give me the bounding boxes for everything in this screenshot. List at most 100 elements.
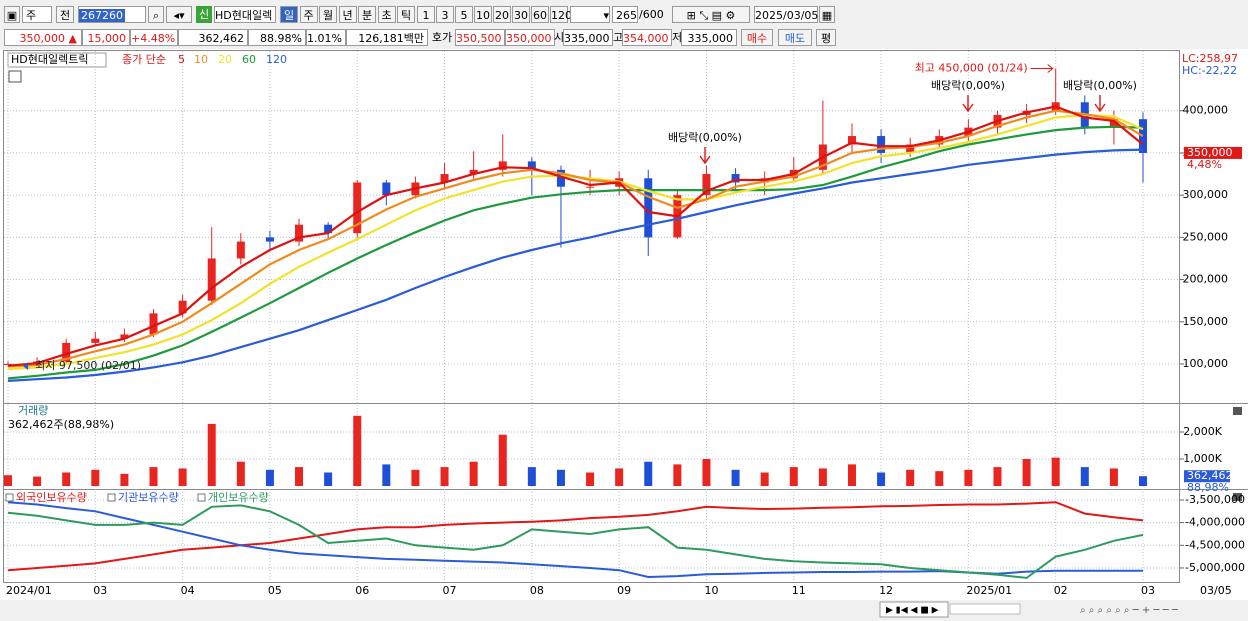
period-button[interactable]: 30 <box>512 6 530 23</box>
candle-body <box>236 241 245 259</box>
candle-body <box>877 136 886 153</box>
scroll-buttons[interactable] <box>879 601 949 618</box>
candle-body <box>149 313 158 335</box>
volume-bar <box>789 467 798 486</box>
code-field[interactable]: 267260 <box>78 6 146 23</box>
x-tick-label: 11 <box>792 584 806 597</box>
speaker[interactable]: ◂▾ <box>166 6 192 23</box>
volume-bar <box>33 476 42 486</box>
period-button[interactable]: 60 <box>531 6 549 23</box>
hc: HC:-22,22 <box>1182 64 1237 77</box>
high-arrow <box>1030 64 1054 73</box>
y-tick-label: 1,000K <box>1183 452 1222 465</box>
x-tick-label: 02 <box>1054 584 1068 597</box>
volume-bar <box>935 471 944 486</box>
slider[interactable] <box>949 603 1021 615</box>
high: 354,000 <box>622 29 672 46</box>
period-button[interactable]: 초 <box>377 6 396 23</box>
volume-bar <box>1022 459 1031 486</box>
period-button[interactable]: 년 <box>338 6 357 23</box>
volume-bar <box>120 473 129 486</box>
arrow: ▲ <box>68 32 77 45</box>
count-max: /600 <box>639 8 664 21</box>
candle-body <box>1109 119 1118 128</box>
close-icon[interactable] <box>1233 493 1242 501</box>
last-change: 4,48% <box>1187 158 1222 171</box>
y-tick-label: 150,000 <box>1183 315 1229 328</box>
y-tick-label: 200,000 <box>1183 273 1229 286</box>
tool-icons[interactable]: ⊞ ⤡ ▤ ⚙ <box>672 6 750 23</box>
period-button[interactable]: 5 <box>455 6 473 23</box>
dividend-label: 배당락(0,00%) <box>668 131 742 144</box>
x-tick-label: 09 <box>617 584 631 597</box>
high-label: 고 <box>613 31 624 44</box>
candle-body <box>586 186 595 188</box>
candle-body <box>324 224 333 234</box>
legend-item: 20 <box>218 53 232 66</box>
volume-bar <box>295 467 304 486</box>
high-annotation: 최고 450,000 (01/24) <box>915 62 1028 75</box>
candle-body <box>847 136 856 145</box>
count[interactable]: 265 <box>612 6 638 23</box>
volume-bar <box>644 461 653 486</box>
period-button[interactable]: 월 <box>319 6 337 23</box>
volume-bar <box>207 423 216 486</box>
volume-bar <box>265 469 274 486</box>
period-button[interactable]: 일 <box>280 6 298 23</box>
volume-bar <box>615 468 624 486</box>
period-button[interactable]: 틱 <box>397 6 415 23</box>
series-line <box>7 109 1144 368</box>
volume-bar <box>1109 468 1118 486</box>
legend-swatch <box>5 493 14 502</box>
lc: LC:258,97 <box>1182 52 1238 65</box>
candle-body <box>207 258 216 301</box>
volume-bar <box>818 468 827 486</box>
search[interactable]: ⌕ <box>148 6 164 23</box>
zoom-icons[interactable]: ⌕ ⌕ ⌕ ⌕ ⌕ ⌕ ─ + ─ ─ ─ <box>1080 605 1179 616</box>
candle-body <box>644 178 653 238</box>
volume-title: 거래량 <box>18 404 48 417</box>
period-button[interactable]: 주 <box>299 6 318 23</box>
volume-bar <box>847 464 856 486</box>
last-volume-box <box>1184 470 1230 483</box>
sell-button[interactable]: 매도 <box>778 29 812 46</box>
x-tick-label: 08 <box>530 584 544 597</box>
change: 15,000 <box>82 29 130 46</box>
dividend-arrow <box>1094 95 1106 113</box>
volume-bar <box>4 475 12 486</box>
date-field[interactable]: 2025/03/05 <box>754 6 818 23</box>
period-button[interactable]: 1 <box>417 6 435 23</box>
candle-body <box>62 342 71 362</box>
period-button[interactable]: 120 <box>550 6 572 23</box>
avg-button[interactable]: 평 <box>816 29 836 46</box>
market-select[interactable]: 주 <box>22 6 52 23</box>
scroll-icon[interactable]: ▶ ▮◀ ◀ ■ ▶ <box>886 606 939 616</box>
period-button[interactable]: 분 <box>358 6 376 23</box>
price: 350,000 ▲ <box>4 29 82 46</box>
volume-bar <box>1080 467 1089 486</box>
open-label: 시 <box>554 31 565 44</box>
legend-swatch <box>197 493 206 502</box>
volume-bar <box>178 468 187 486</box>
legend-item: 5 <box>178 53 185 66</box>
ask-label: 호가 <box>431 31 453 44</box>
period-button[interactable]: 3 <box>436 6 454 23</box>
low: 335,000 <box>681 29 737 46</box>
dividend-arrow <box>699 147 711 165</box>
dropdown[interactable]: ▾ <box>570 6 610 23</box>
calendar[interactable]: ▦ <box>819 6 835 23</box>
menu-icon[interactable]: ▣ <box>4 6 20 23</box>
candle-body <box>440 174 449 183</box>
prev-button[interactable]: 전 <box>56 6 74 23</box>
close-icon[interactable] <box>1233 407 1242 415</box>
candle-body <box>469 169 478 175</box>
period-button[interactable]: 10 <box>474 6 492 23</box>
period-button[interactable]: 20 <box>493 6 511 23</box>
legend-icon[interactable] <box>8 70 22 83</box>
buy-button[interactable]: 매수 <box>741 29 773 46</box>
last-price: 350,000 <box>1187 146 1233 159</box>
ask: 350,500 <box>455 29 505 46</box>
volume-bar <box>469 461 478 486</box>
